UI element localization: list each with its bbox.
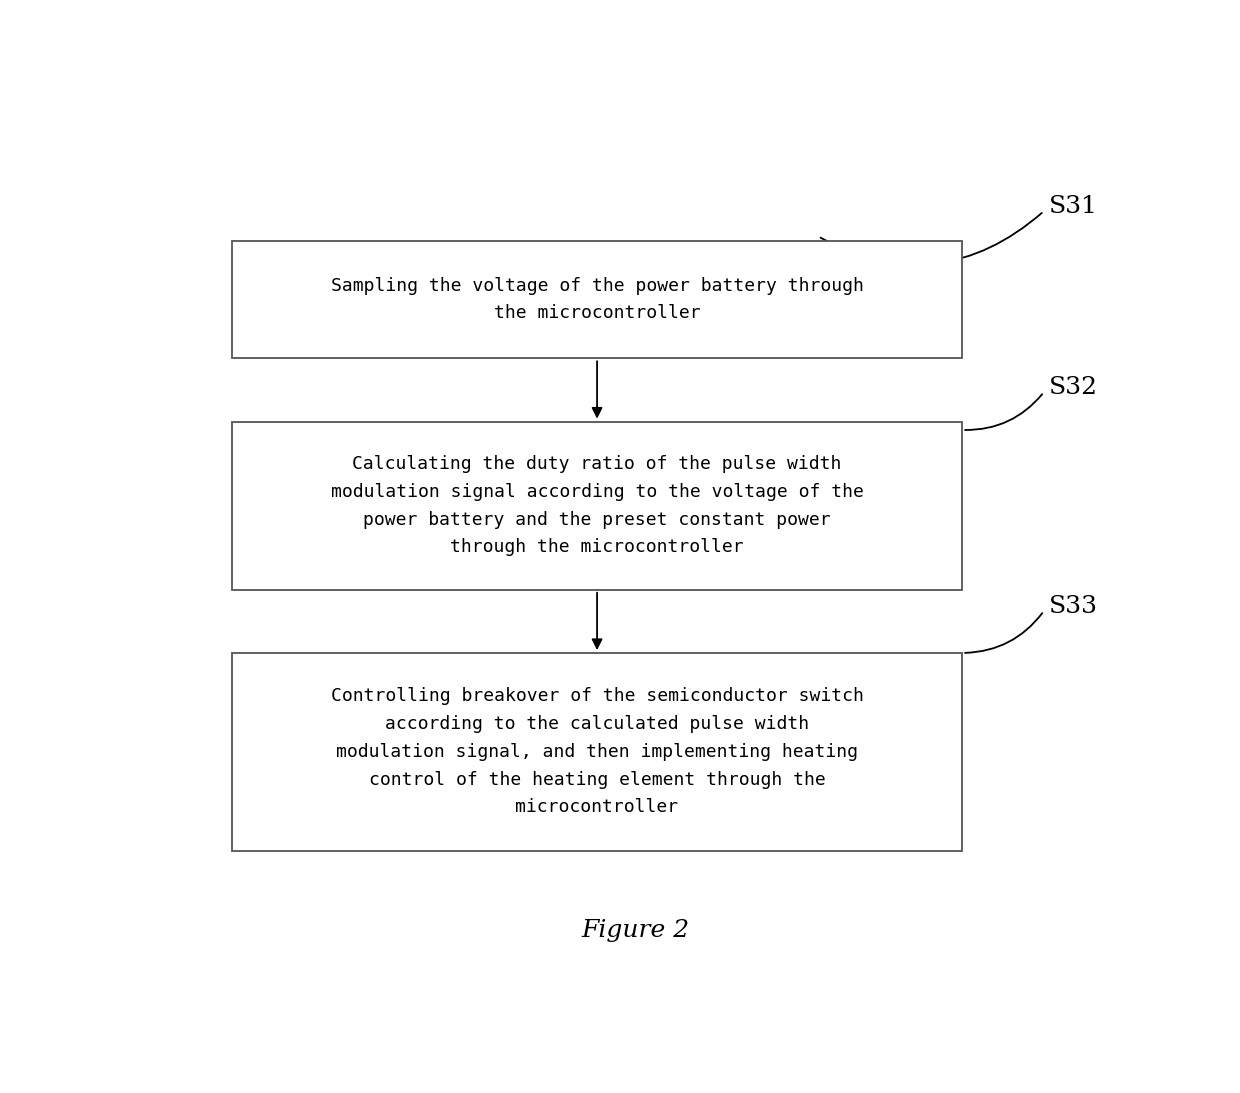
Text: S31: S31 — [1049, 196, 1097, 219]
Text: Figure 2: Figure 2 — [582, 919, 689, 942]
FancyBboxPatch shape — [232, 422, 962, 590]
FancyArrowPatch shape — [965, 395, 1042, 430]
Text: Calculating the duty ratio of the pulse width
modulation signal according to the: Calculating the duty ratio of the pulse … — [331, 455, 863, 556]
Text: S33: S33 — [1049, 596, 1097, 619]
Text: Sampling the voltage of the power battery through
the microcontroller: Sampling the voltage of the power batter… — [331, 277, 863, 322]
FancyBboxPatch shape — [232, 240, 962, 359]
Text: S32: S32 — [1049, 376, 1097, 399]
Text: Controlling breakover of the semiconductor switch
according to the calculated pu: Controlling breakover of the semiconduct… — [331, 687, 863, 816]
FancyArrowPatch shape — [821, 213, 1042, 265]
FancyBboxPatch shape — [232, 653, 962, 850]
FancyArrowPatch shape — [965, 613, 1043, 653]
